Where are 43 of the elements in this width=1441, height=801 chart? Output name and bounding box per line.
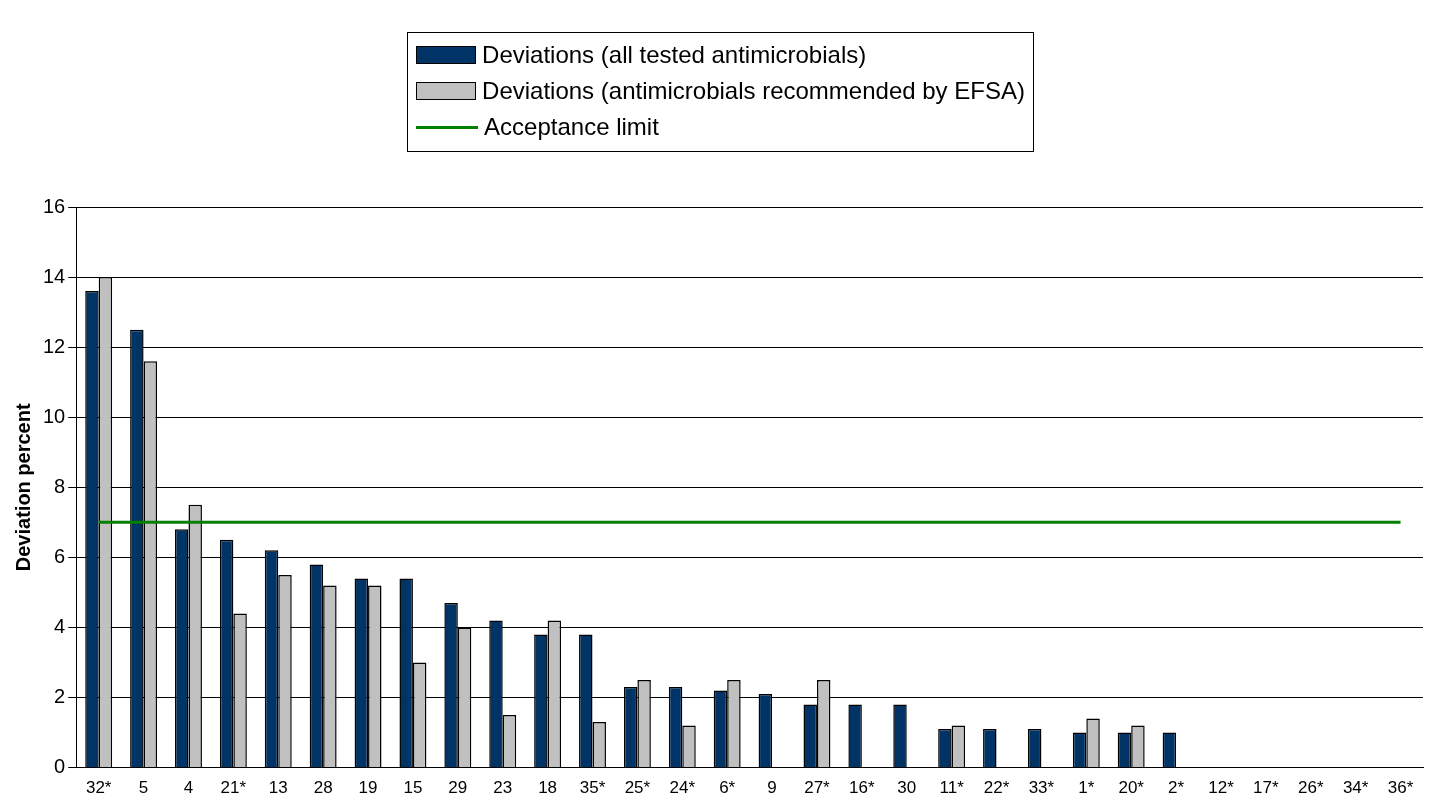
x-tick-label: 20* [1118,778,1145,798]
x-tick-label: 12* [1208,778,1235,798]
x-tick-label: 1* [1078,778,1095,798]
x-tick-label: 28 [313,778,333,798]
x-tick-label: 13 [268,778,288,798]
y-tick-label: 4 [54,614,66,637]
legend-label: Deviations (antimicrobials recommended by EFSA) [482,77,1025,105]
y-tick-label: 6 [54,544,66,567]
x-tick-label: 6* [719,778,736,798]
y-axis-title: Deviation percent [11,403,34,572]
x-tick-label: 22* [983,778,1010,798]
y-tick-label: 2 [54,685,66,708]
y-tick-label: 14 [43,264,66,287]
y-tick-label: 8 [54,474,66,497]
x-tick-label: 2* [1168,778,1185,798]
x-tick-label: 23 [493,778,513,798]
x-tick-label: 33* [1028,778,1055,798]
x-tick-label: 32* [85,778,112,798]
legend-label: Deviations (all tested antimicrobials) [482,41,867,69]
x-tick-label: 26* [1298,778,1324,798]
y-tick-label: 10 [43,404,66,427]
x-tick-label: 21* [220,778,247,798]
y-tick-label: 0 [54,755,66,778]
x-tick-label: 16* [849,778,875,798]
x-tick-label: 4 [183,778,194,798]
x-tick-label: 15 [403,778,423,798]
y-tick-label: 16 [43,194,66,217]
x-tick-label: 29 [448,778,468,798]
x-tick-label: 35* [579,778,606,798]
x-tick-label: 18 [538,778,558,798]
x-tick-label: 24* [669,778,696,798]
x-tick-label: 27* [804,778,831,798]
x-tick-label: 36* [1387,778,1414,798]
x-tick-label: 34* [1342,778,1369,798]
x-tick-label: 30 [897,778,917,798]
y-tick-label: 12 [43,334,66,357]
legend-label: Acceptance limit [484,113,659,141]
x-tick-label: 9 [767,778,777,798]
x-tick-label: 19 [358,778,378,798]
x-tick-label: 25* [624,778,651,798]
x-tick-label: 5 [138,778,149,798]
x-tick-label: 17* [1253,778,1280,798]
x-tick-label: 11* [939,778,965,798]
